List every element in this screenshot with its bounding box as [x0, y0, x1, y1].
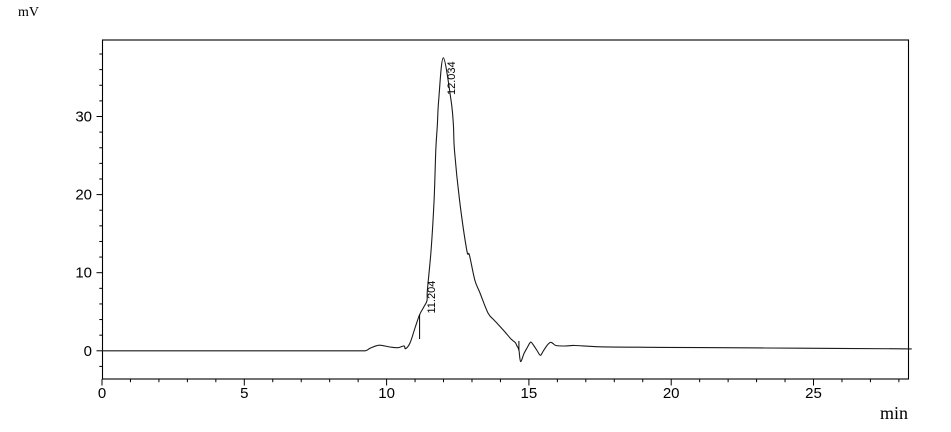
svg-text:15: 15	[521, 385, 538, 402]
svg-text:10: 10	[378, 385, 395, 402]
svg-text:5: 5	[240, 385, 248, 402]
svg-text:mV: mV	[18, 5, 39, 20]
svg-text:20: 20	[663, 385, 680, 402]
svg-text:10: 10	[75, 265, 92, 282]
svg-text:11.204: 11.204	[426, 281, 438, 314]
svg-text:30: 30	[75, 109, 92, 126]
svg-text:0: 0	[98, 385, 106, 402]
svg-text:min: min	[880, 403, 908, 423]
svg-text:0: 0	[84, 343, 92, 360]
svg-text:12.034: 12.034	[446, 61, 458, 95]
svg-text:20: 20	[75, 187, 92, 204]
svg-text:25: 25	[805, 385, 822, 402]
